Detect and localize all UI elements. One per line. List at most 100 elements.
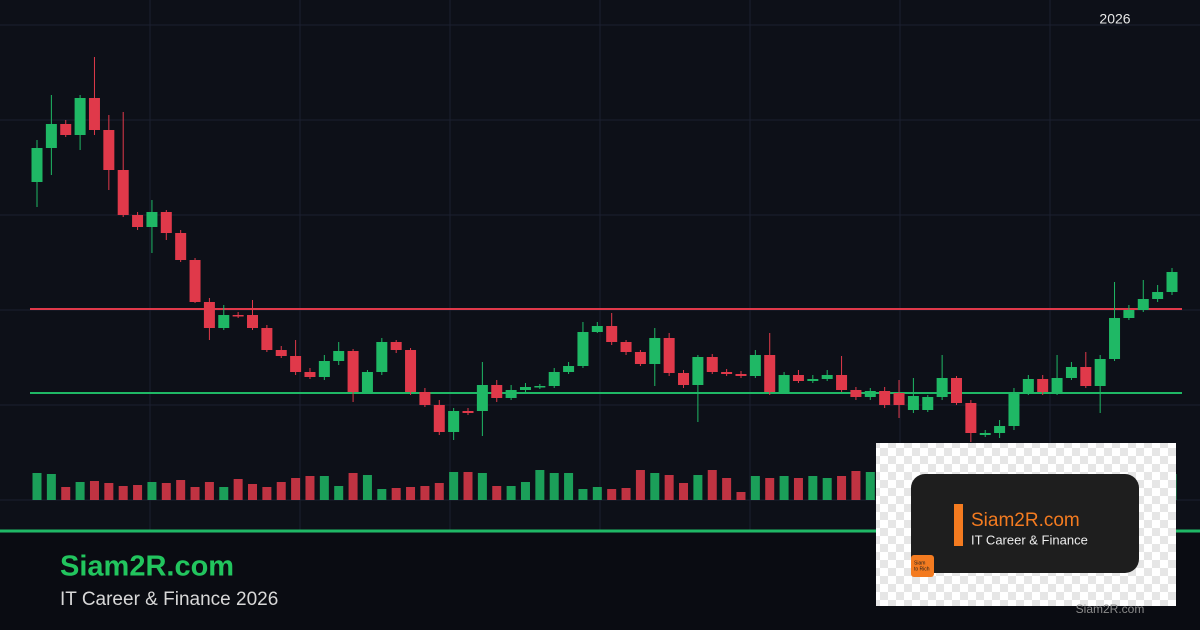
- volume-bar: [664, 475, 674, 500]
- candle-body: [907, 396, 919, 410]
- volume-bar: [722, 478, 732, 500]
- candle-body: [175, 233, 187, 260]
- candle-body: [936, 378, 948, 397]
- candle-body: [764, 355, 776, 392]
- candle-body: [189, 260, 201, 302]
- candle-body: [45, 124, 57, 148]
- candle-body: [548, 372, 560, 386]
- volume-bar: [736, 492, 746, 500]
- volume-bar: [578, 489, 588, 500]
- volume-bar: [233, 479, 243, 500]
- candle-body: [692, 357, 704, 385]
- volume-bar: [520, 482, 530, 500]
- candle-body: [218, 315, 230, 328]
- candle-body: [103, 130, 115, 170]
- candle-body: [591, 326, 603, 332]
- candle-body: [160, 212, 172, 233]
- candle-body: [821, 375, 833, 379]
- volume-bar: [621, 488, 631, 500]
- volume-bar: [248, 484, 258, 500]
- volume-bar: [851, 471, 861, 500]
- candle-body: [146, 212, 158, 227]
- candle-body: [247, 315, 259, 328]
- candle-body: [979, 433, 991, 435]
- volume-bar: [420, 486, 430, 500]
- candle-body: [965, 403, 977, 433]
- candle-body: [405, 350, 417, 392]
- candle-body: [563, 366, 575, 372]
- brand-name: Siam2R.com: [60, 551, 234, 583]
- volume-bar: [779, 476, 789, 500]
- volume-bar: [348, 473, 358, 500]
- watermark-name: Siam2R.com: [971, 510, 1080, 531]
- candle-body: [290, 356, 302, 372]
- volume-bar: [765, 478, 775, 500]
- volume-bar: [837, 476, 847, 500]
- volume-bar: [750, 476, 760, 500]
- volume-bar: [650, 473, 660, 500]
- candle-body: [893, 393, 905, 405]
- volume-bar: [75, 482, 85, 500]
- watermark-card: [911, 474, 1139, 573]
- volume-bar: [89, 481, 99, 500]
- volume-bar: [434, 483, 444, 500]
- candle-body: [419, 392, 431, 405]
- volume-bar: [276, 482, 286, 500]
- candle-body: [232, 315, 244, 317]
- candle-body: [462, 411, 474, 413]
- candle-body: [1037, 379, 1049, 392]
- candle-body: [922, 397, 934, 410]
- candle-body: [31, 148, 43, 182]
- year-label: 2026: [1099, 11, 1130, 27]
- candle-body: [864, 391, 876, 397]
- volume-bar: [319, 476, 329, 500]
- watermark-footer: Siam2R.com: [1076, 602, 1145, 616]
- watermark-bar: [954, 504, 963, 546]
- candle-body: [74, 98, 86, 135]
- volume-bar: [693, 475, 703, 500]
- volume-bar: [449, 472, 459, 500]
- volume-bar: [865, 472, 875, 500]
- volume-bar: [161, 483, 171, 500]
- volume-bar: [679, 483, 689, 500]
- candle-body: [88, 98, 100, 130]
- candle-body: [721, 372, 733, 374]
- volume-bar: [564, 473, 574, 500]
- candle-body: [505, 390, 517, 398]
- candle-body: [577, 332, 589, 366]
- candle-body: [836, 375, 848, 390]
- candle-body: [792, 375, 804, 381]
- brand-tagline: IT Career & Finance 2026: [60, 589, 278, 610]
- volume-bar: [147, 482, 157, 500]
- volume-bar: [492, 486, 502, 500]
- volume-bar: [204, 482, 214, 500]
- volume-bar: [607, 489, 617, 500]
- candle-body: [433, 405, 445, 432]
- volume-bar: [707, 470, 717, 500]
- volume-bar: [219, 487, 229, 500]
- candle-body: [376, 342, 388, 372]
- candle-body: [735, 374, 747, 376]
- candle-body: [1080, 367, 1092, 386]
- candle-body: [807, 379, 819, 381]
- volume-bar: [305, 476, 315, 500]
- candle-body: [347, 351, 359, 392]
- candle-body: [491, 385, 503, 398]
- candle-body: [132, 215, 144, 227]
- volume-bar: [176, 480, 186, 500]
- volume-bar: [262, 487, 272, 500]
- volume-bar: [549, 473, 559, 500]
- candle-body: [448, 411, 460, 432]
- candle-body: [390, 342, 402, 350]
- candle-body: [333, 351, 345, 361]
- icon-text: Siam: [914, 560, 925, 566]
- candle-body: [749, 355, 761, 376]
- icon-text: to Rich: [914, 566, 930, 572]
- candle-body: [261, 328, 273, 350]
- candle-body: [634, 352, 646, 364]
- candle-body: [275, 350, 287, 356]
- volume-bar: [377, 489, 387, 500]
- candle-body: [706, 357, 718, 372]
